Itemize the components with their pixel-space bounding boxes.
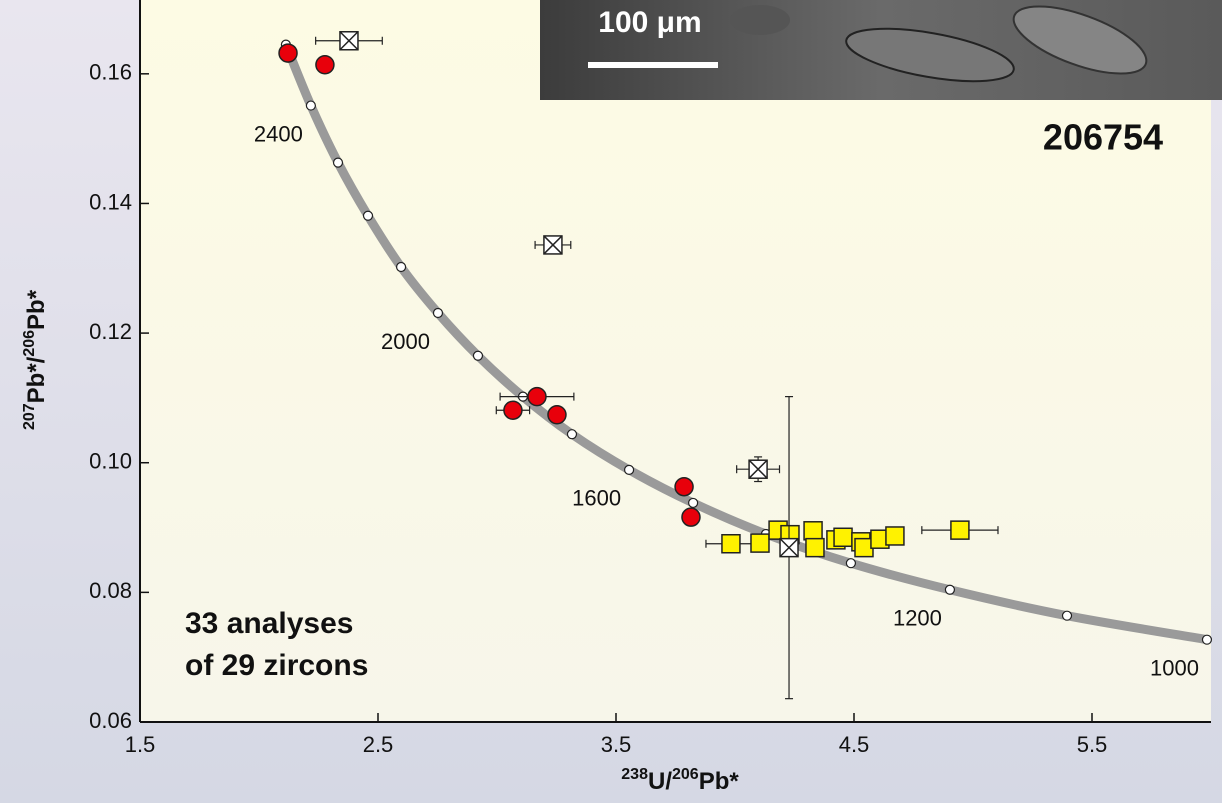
label-text: Pb* bbox=[23, 289, 50, 330]
label-text: Pb* bbox=[699, 768, 740, 795]
age-marker bbox=[473, 351, 482, 360]
x-tick-label: 4.5 bbox=[839, 732, 870, 757]
x-tick-label: 5.5 bbox=[1077, 732, 1108, 757]
y-tick-label: 0.16 bbox=[89, 60, 132, 85]
data-point bbox=[548, 406, 566, 424]
label-text: U/ bbox=[648, 768, 672, 795]
age-label: 1600 bbox=[572, 486, 621, 511]
data-point bbox=[834, 528, 852, 546]
data-point bbox=[751, 534, 769, 552]
age-marker bbox=[945, 585, 954, 594]
x-tick-label: 1.5 bbox=[125, 732, 156, 757]
annotation: of 29 zircons bbox=[185, 649, 368, 682]
age-label: 2400 bbox=[254, 121, 303, 146]
y-tick-label: 0.14 bbox=[89, 189, 132, 214]
data-point bbox=[722, 535, 740, 553]
x-tick-label: 3.5 bbox=[601, 732, 632, 757]
age-label: 2000 bbox=[381, 329, 430, 354]
x-tick-label: 2.5 bbox=[363, 732, 394, 757]
y-tick-label: 0.06 bbox=[89, 708, 132, 733]
page: 1.5 2.5 3.5 4.5 5.5 0.06 0.08 0.10 0.12 0.14 0.16 2… bbox=[0, 0, 1222, 803]
data-point bbox=[279, 44, 297, 62]
age-marker bbox=[364, 211, 373, 220]
data-point bbox=[682, 508, 700, 526]
label-superscript: 207 bbox=[21, 403, 38, 430]
y-tick-label: 0.12 bbox=[89, 319, 132, 344]
chart: 1.5 2.5 3.5 4.5 5.5 0.06 0.08 0.10 0.12 0.14 0.16 2… bbox=[0, 0, 1222, 803]
y-tick-label: 0.10 bbox=[89, 449, 132, 474]
age-marker bbox=[846, 559, 855, 568]
scale-bar bbox=[588, 62, 718, 68]
label-superscript: 206 bbox=[21, 330, 38, 357]
data-point bbox=[951, 521, 969, 539]
scale-label: 100 μm bbox=[598, 6, 701, 39]
age-label: 1200 bbox=[893, 606, 942, 631]
age-marker bbox=[689, 498, 698, 507]
age-marker bbox=[397, 262, 406, 271]
age-marker bbox=[433, 308, 442, 317]
data-point bbox=[528, 388, 546, 406]
label-text: Pb*/ bbox=[23, 356, 50, 403]
age-marker bbox=[567, 430, 576, 439]
sample-id: 206754 bbox=[1043, 117, 1163, 158]
label-superscript: 238 bbox=[621, 766, 648, 783]
data-point bbox=[675, 478, 693, 496]
label-superscript: 206 bbox=[672, 766, 699, 783]
data-point bbox=[886, 527, 904, 545]
age-marker bbox=[306, 101, 315, 110]
annotation: 33 analyses bbox=[185, 607, 353, 640]
data-point bbox=[316, 56, 334, 74]
inset-image: 100 μm bbox=[540, 0, 1222, 100]
y-tick-label: 0.08 bbox=[89, 578, 132, 603]
age-marker bbox=[1063, 611, 1072, 620]
age-marker bbox=[334, 158, 343, 167]
data-point bbox=[504, 401, 522, 419]
zircon-grain bbox=[730, 5, 790, 35]
age-marker bbox=[1202, 635, 1211, 644]
age-label: 1000 bbox=[1150, 655, 1199, 680]
data-point bbox=[806, 539, 824, 557]
age-marker bbox=[625, 465, 634, 474]
data-point bbox=[804, 522, 822, 540]
